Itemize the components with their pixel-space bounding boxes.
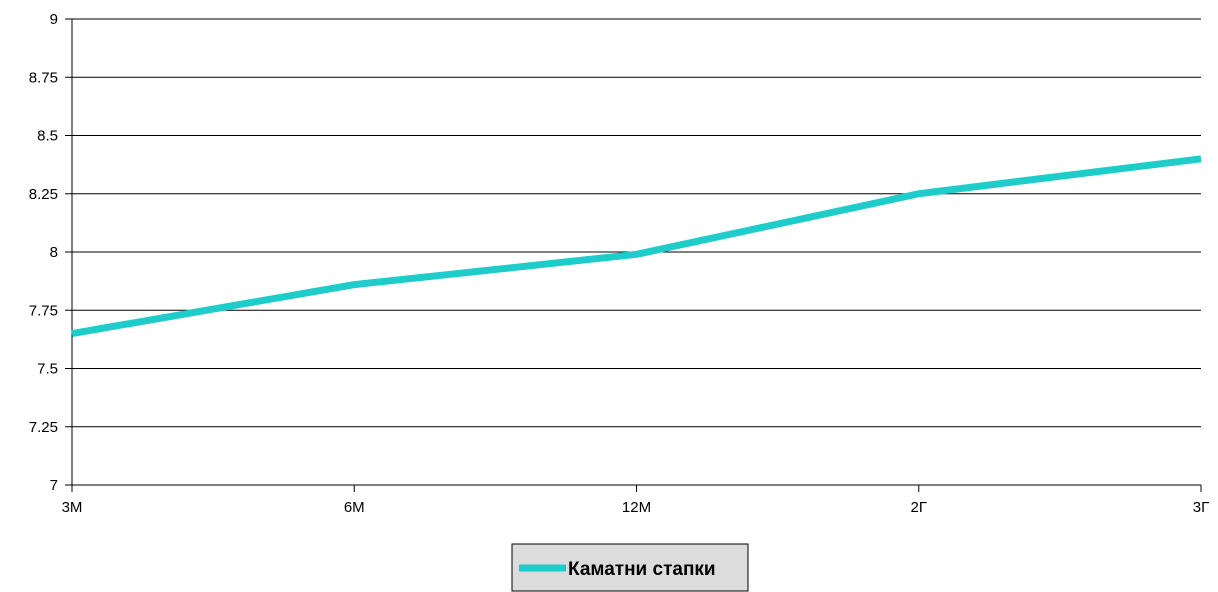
y-tick-label: 7.75 (29, 302, 58, 319)
legend: Каматни стапки (511, 543, 749, 592)
grid-lines (72, 18, 1201, 428)
x-tick-label: 12M (622, 499, 651, 516)
y-tick-label: 8.25 (29, 186, 58, 203)
series-lines (71, 155, 1202, 337)
x-tick-label: 3M (62, 499, 83, 516)
y-tick-label: 8 (50, 244, 58, 261)
legend-label: Каматни стапки (568, 559, 716, 580)
x-tick-label: 2Г (911, 499, 927, 516)
data-point (353, 284, 355, 286)
data-point (918, 193, 920, 195)
x-axis-tick-labels: 3M 6M 12M 2Г 3Г (62, 499, 1210, 516)
y-tick-label: 7.5 (37, 361, 58, 378)
series-line (71, 155, 1202, 337)
y-axis-tick-labels: 7 7.25 7.5 7.75 8 8.25 8.5 8.75 9 (29, 11, 58, 494)
y-tick-label: 7.25 (29, 419, 58, 436)
x-tick-label: 6M (344, 499, 365, 516)
y-tick-label: 7 (50, 477, 58, 494)
y-tick-label: 9 (50, 11, 58, 28)
data-point (71, 333, 73, 335)
axes (65, 18, 1202, 492)
x-tick-label: 3Г (1193, 499, 1209, 516)
y-tick-label: 8.5 (37, 128, 58, 145)
y-tick-label: 8.75 (29, 69, 58, 86)
data-point (636, 253, 637, 255)
data-point (1200, 158, 1202, 160)
